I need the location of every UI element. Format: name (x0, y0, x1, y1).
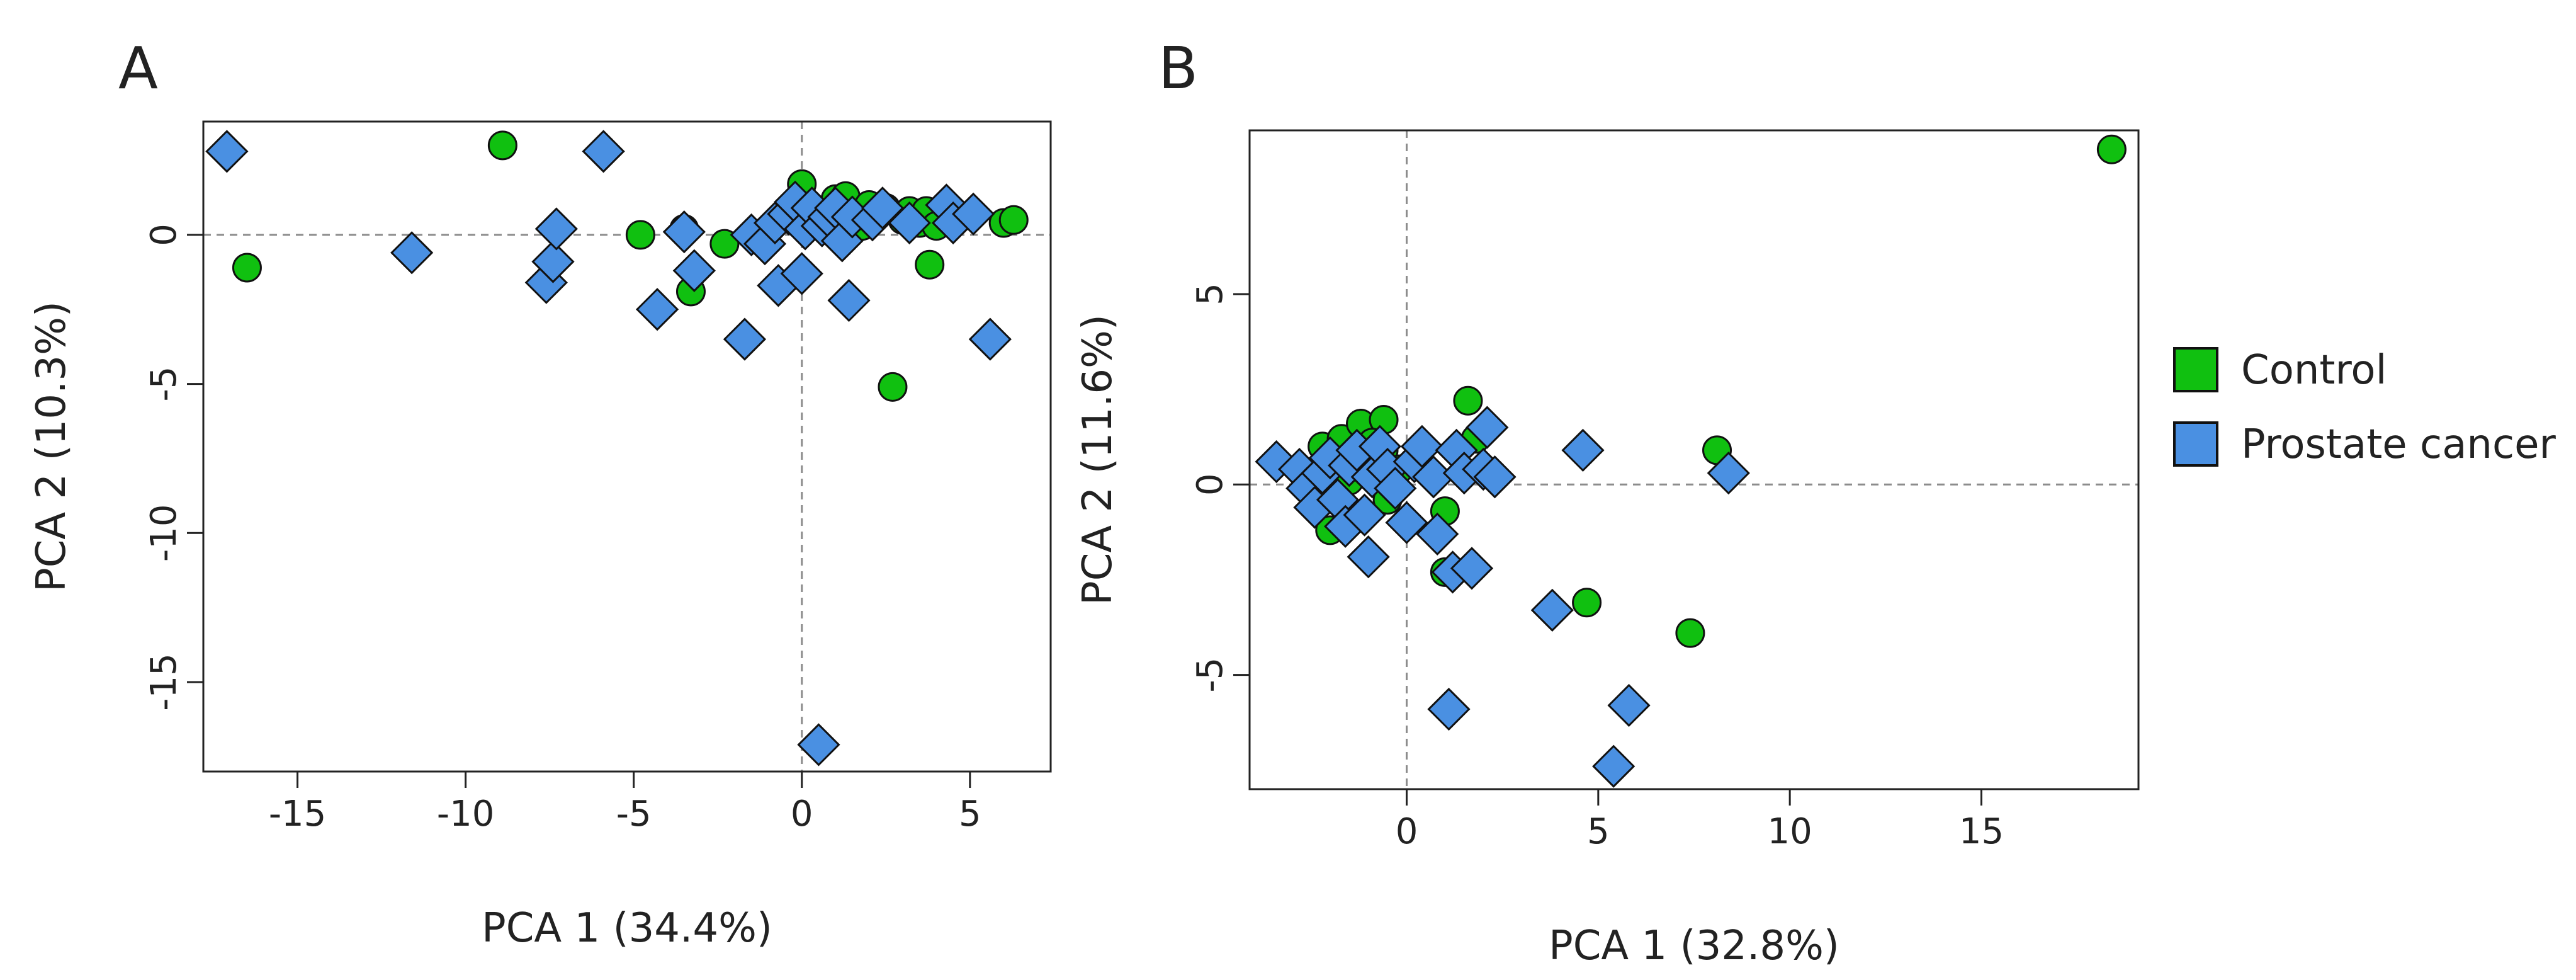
data-point-cancer (635, 288, 679, 331)
data-point-cancer (1607, 683, 1651, 727)
data-point-cancer (1385, 501, 1428, 544)
x-tick-label: 0 (1396, 811, 1418, 852)
data-point-cancer (723, 317, 767, 361)
data-point-cancer (968, 317, 1012, 361)
data-point-cancer (205, 130, 249, 173)
y-tick-label: -5 (1190, 658, 1231, 693)
data-point-cancer (1466, 406, 1509, 449)
data-point-cancer (390, 231, 434, 275)
data-point-control (2096, 134, 2127, 164)
plot-frame (1248, 129, 2140, 790)
legend: Control Prostate cancer (2173, 347, 2556, 468)
x-tick-label: 5 (959, 794, 981, 835)
y-tick-label: 0 (1190, 473, 1231, 496)
data-point-control (625, 220, 655, 250)
data-point-cancer (582, 130, 625, 173)
x-tick-label: 5 (1587, 811, 1610, 852)
data-point-control (709, 229, 740, 259)
legend-swatch-cancer (2173, 421, 2218, 467)
x-tick-label: -10 (437, 794, 494, 835)
x-tick-label: 15 (1959, 811, 2004, 852)
data-point-cancer (1347, 535, 1390, 579)
data-point-cancer (1592, 744, 1635, 788)
panel-a: A -15 -10 -5 0 5 0 -5 -10 -15 PCA 1 (34.4%) PCA 2 (… (28, 35, 1052, 952)
legend-label-cancer: Prostate cancer (2241, 421, 2556, 468)
data-point-cancer (1374, 467, 1417, 510)
y-tick-label: -5 (144, 367, 184, 402)
legend-swatch-control (2173, 347, 2218, 392)
data-point-cancer (1450, 547, 1494, 590)
y-tick-label: -15 (144, 653, 184, 710)
data-point-control (232, 253, 262, 283)
data-point-cancer (662, 210, 706, 254)
data-point-cancer (952, 192, 995, 236)
legend-label-control: Control (2241, 347, 2387, 394)
data-point-cancer (534, 207, 578, 251)
y-axis-title: PCA 2 (11.6%) (1075, 314, 1121, 605)
panel-label: A (118, 35, 158, 102)
panel-label: B (1158, 35, 1198, 102)
data-point-cancer (1427, 687, 1471, 731)
x-axis-title: PCA 1 (34.4%) (482, 905, 772, 952)
data-point-cancer (1400, 424, 1444, 468)
data-point-cancer (1530, 588, 1574, 632)
data-point-cancer (827, 278, 871, 322)
panel-b: B 0 5 10 15 5 0 -5 PCA 1 (32.8%) PCA 2 (11.6%) (1075, 35, 2140, 969)
plot-frame (202, 120, 1052, 773)
data-point-control (1453, 385, 1483, 416)
x-tick-label: -15 (269, 794, 326, 835)
x-axis-title: PCA 1 (32.8%) (1549, 923, 1839, 969)
data-point-control (1572, 588, 1602, 618)
data-point-cancer (1416, 512, 1459, 556)
data-point-cancer (672, 249, 716, 292)
y-axis-title: PCA 2 (10.3%) (28, 301, 75, 592)
data-point-cancer (780, 252, 823, 295)
data-point-cancer (1473, 455, 1517, 499)
data-point-control (487, 130, 517, 161)
x-tick-label: 0 (791, 794, 813, 835)
y-tick-label: -10 (144, 504, 184, 562)
data-point-cancer (1343, 493, 1386, 537)
data-point-cancer (531, 240, 575, 283)
data-point-cancer (861, 186, 905, 230)
data-point-cancer (888, 201, 931, 245)
data-point-control (878, 372, 908, 402)
data-point-cancer (797, 723, 840, 766)
data-point-control (915, 249, 945, 280)
data-point-cancer (1255, 440, 1298, 484)
x-tick-label: -5 (616, 794, 652, 835)
data-point-cancer (1707, 452, 1750, 495)
data-point-control (998, 205, 1029, 235)
x-tick-label: 10 (1768, 811, 1812, 852)
data-point-cancer (1561, 428, 1605, 472)
data-point-control (1675, 618, 1705, 648)
y-tick-label: 0 (144, 224, 184, 246)
y-tick-label: 5 (1190, 283, 1231, 305)
